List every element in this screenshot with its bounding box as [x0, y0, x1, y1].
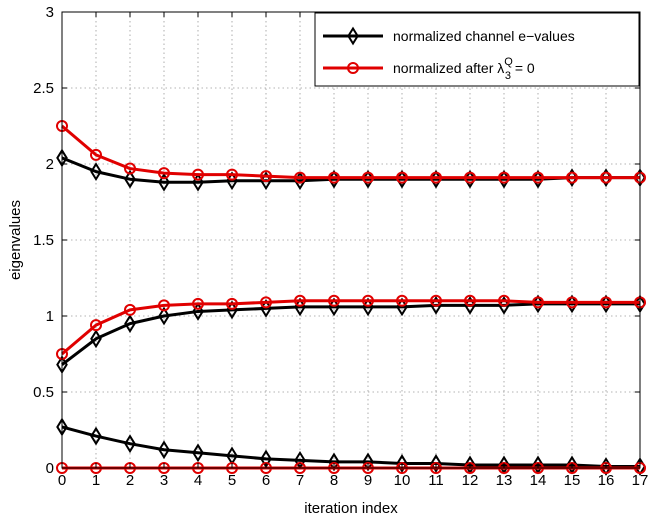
y-tick-label: 0: [46, 460, 54, 477]
x-tick-label: 16: [598, 472, 615, 489]
legend-box: [314, 12, 640, 87]
circle-marker: [294, 171, 306, 184]
y-axis-label: eigenvalues: [7, 200, 24, 280]
y-tick-label: 3: [46, 4, 54, 21]
circle-marker: [294, 294, 306, 307]
circle-marker: [600, 171, 612, 184]
circle-marker: [566, 296, 578, 309]
series-2: [56, 417, 646, 476]
circle-marker: [90, 148, 102, 161]
circle-marker: [260, 170, 272, 183]
circle-marker: [362, 171, 374, 184]
legend-sub: 3: [505, 70, 511, 82]
circle-marker: [532, 171, 544, 184]
y-tick-label: 2.5: [33, 80, 54, 97]
circle-marker: [498, 294, 510, 307]
circle-marker: [362, 294, 374, 307]
diamond-marker: [158, 440, 170, 460]
diamond-marker: [464, 295, 476, 315]
diamond-marker: [498, 295, 510, 315]
circle-marker: [158, 167, 170, 180]
x-tick-label: 15: [564, 472, 581, 489]
x-tick-label: 17: [632, 472, 649, 489]
circle-marker: [396, 171, 408, 184]
circle-marker: [464, 294, 476, 307]
legend-tail: = 0: [511, 60, 535, 76]
legend-entry: normalized channel e−values: [323, 26, 575, 46]
x-tick-label: 10: [394, 472, 411, 489]
x-tick-label: 13: [496, 472, 513, 489]
circle-marker: [226, 168, 238, 181]
x-axis-label: iteration index: [304, 500, 398, 517]
circle-marker: [192, 168, 204, 181]
circle-marker: [328, 171, 340, 184]
x-tick-label: 14: [530, 472, 547, 489]
circle-marker: [124, 303, 136, 316]
y-tick-label: 0.5: [33, 384, 54, 401]
diamond-marker: [90, 162, 102, 181]
x-tick-label: 12: [462, 472, 479, 489]
circle-marker: [192, 297, 204, 310]
diamond-marker: [430, 295, 442, 315]
diamond-marker: [124, 434, 136, 454]
series-4: [56, 294, 646, 360]
x-tick-label: 1: [92, 472, 100, 489]
y-tick-label: 1.5: [33, 232, 54, 249]
diamond-marker: [90, 329, 102, 349]
circle-marker: [532, 296, 544, 309]
y-tick-label: 1: [46, 308, 54, 325]
y-tick-label: 2: [46, 156, 54, 173]
circle-marker: [600, 296, 612, 309]
circle-marker: [430, 171, 442, 184]
x-tick-label: 8: [330, 472, 338, 489]
diamond-marker: [192, 443, 204, 463]
legend-sup: Q: [504, 56, 513, 68]
x-tick-label: 4: [194, 472, 202, 489]
diamond-marker: [158, 306, 170, 326]
diamond-marker: [124, 314, 136, 333]
circle-marker: [226, 297, 238, 310]
diamond-marker: [396, 454, 408, 473]
x-tick-label: 0: [58, 472, 66, 489]
circle-marker: [566, 171, 578, 184]
x-tick-label: 2: [126, 472, 134, 489]
diamond-marker: [347, 26, 359, 46]
diamond-marker: [90, 426, 102, 446]
x-tick-label: 9: [364, 472, 372, 489]
circle-marker: [158, 299, 170, 312]
circle-marker: [328, 294, 340, 307]
circle-marker: [260, 296, 272, 309]
x-tick-label: 6: [262, 472, 270, 489]
circle-marker: [396, 294, 408, 307]
x-tick-label: 11: [428, 472, 444, 489]
diamond-marker: [260, 171, 272, 191]
x-tick-label: 3: [160, 472, 168, 489]
circle-marker: [498, 171, 510, 184]
circle-marker: [124, 162, 136, 175]
circle-marker: [464, 171, 476, 184]
legend-label: normalized channel e−values: [393, 28, 575, 44]
diamond-marker: [566, 168, 578, 188]
diamond-marker: [124, 169, 136, 189]
series-3: [56, 120, 646, 184]
diamond-marker: [158, 172, 170, 192]
diamond-marker: [600, 168, 612, 188]
circle-marker: [90, 319, 102, 332]
circle-marker: [347, 62, 359, 74]
x-tick-label: 5: [228, 472, 236, 489]
circle-marker: [430, 294, 442, 307]
grid: [62, 12, 640, 468]
diamond-marker: [430, 454, 442, 473]
x-tick-label: 7: [296, 472, 304, 489]
